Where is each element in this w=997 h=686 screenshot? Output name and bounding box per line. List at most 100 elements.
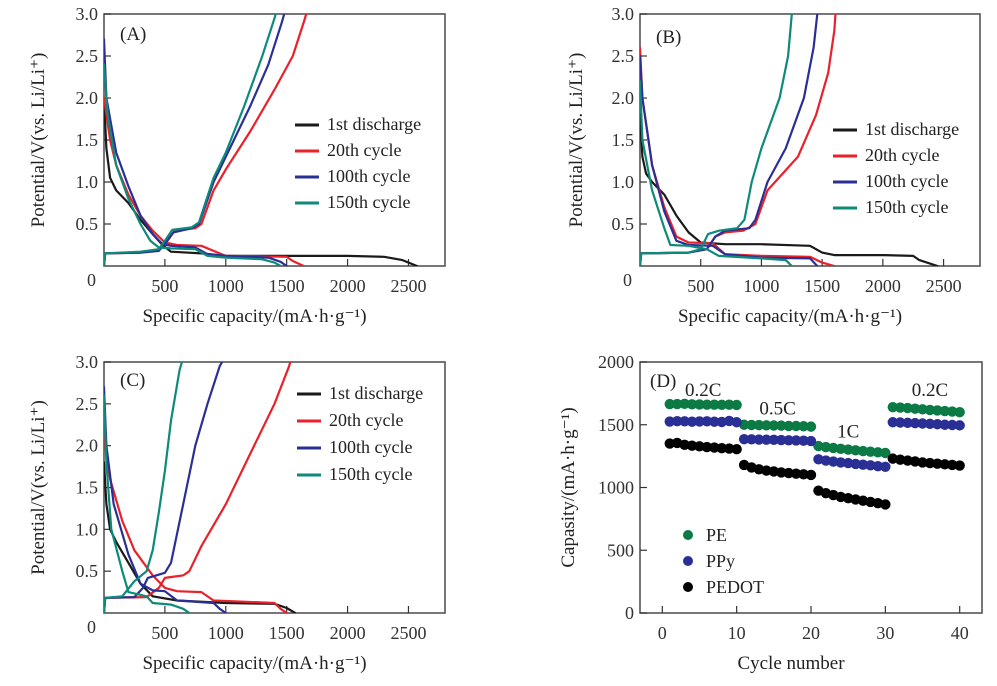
x-tick-label: 500	[151, 276, 178, 296]
y-tick-label: 3.0	[76, 352, 99, 372]
y-tick-label: 1000	[598, 478, 634, 498]
data-point-pedot	[947, 459, 958, 471]
data-point-pedot	[790, 468, 802, 479]
y-tick-label: 1.0	[76, 172, 99, 192]
plot-area	[640, 14, 939, 266]
data-point-pedot	[932, 458, 943, 469]
legend-label: PEDOT	[706, 577, 764, 597]
data-point-ppy	[887, 417, 898, 428]
x-axis-label: Cycle number	[737, 653, 845, 674]
plot-area	[104, 14, 419, 266]
data-point-pedot	[939, 459, 951, 470]
series-line-150th-cycle-charge	[640, 14, 793, 266]
legend-label: 20th cycle	[327, 140, 401, 160]
legend-label: PE	[706, 525, 727, 545]
data-point-ppy	[872, 460, 884, 472]
data-point-ppy	[909, 417, 921, 429]
data-point-ppy	[790, 435, 802, 446]
series-line-20th-cycle-discharge	[104, 96, 305, 266]
legend-marker	[683, 530, 693, 540]
data-point-ppy	[798, 435, 809, 446]
data-point-ppy	[954, 420, 965, 431]
data-point-pedot	[716, 443, 727, 454]
y-tick-label: 1.5	[612, 130, 635, 150]
series-line-100th-cycle-discharge	[104, 38, 288, 266]
series-line-20th-cycle-discharge	[640, 46, 836, 266]
data-point-pe	[902, 402, 913, 414]
x-axis-label: Specific capacity/(mA·h·g⁻¹)	[678, 306, 902, 327]
panel-label: (B)	[656, 27, 681, 48]
x-tick-label: 2500	[926, 276, 962, 296]
data-point-pe	[857, 445, 869, 457]
y-tick-label: 3.0	[76, 4, 99, 24]
data-point-ppy	[902, 417, 913, 429]
data-point-pe	[939, 405, 951, 417]
data-point-pedot	[709, 442, 720, 453]
panel-b: 0.5 1.0 1.5 2.0 2.5 3.0 0 500 1000 1500 2000 2500 Sp…	[566, 4, 981, 327]
y-tick-label: 2.0	[76, 88, 99, 108]
data-point-pe	[917, 404, 928, 415]
data-point-ppy	[783, 435, 794, 446]
x-tick-label: 1000	[208, 623, 244, 643]
data-point-pedot	[798, 469, 809, 480]
x-tick-label: 500	[151, 623, 178, 643]
y-tick-label: 2.5	[612, 46, 635, 66]
x-axis-label: Specific capacity/(mA·h·g⁻¹)	[142, 653, 366, 674]
series-line-100th-cycle-discharge	[104, 386, 227, 613]
panel-a: 0.5 1.0 1.5 2.0 2.5 3.0 0 500 1000 1500 2000 2500 Sp…	[28, 4, 446, 327]
x-tick-label: 2500	[390, 276, 426, 296]
data-point-ppy	[768, 434, 780, 446]
data-point-ppy	[709, 416, 720, 427]
data-point-pe	[909, 403, 921, 414]
data-point-pe	[924, 404, 936, 416]
series-line-150th-cycle-discharge	[640, 80, 793, 266]
legend-label: 100th cycle	[327, 166, 410, 186]
x-tick-label: 1500	[269, 623, 305, 643]
data-point-pe	[872, 447, 884, 458]
data-point-pe	[746, 419, 757, 431]
rate-annotation: 0.2C	[685, 380, 721, 401]
data-point-pedot	[924, 457, 936, 469]
data-point-pe	[783, 420, 794, 432]
x-tick-label: 1000	[208, 276, 244, 296]
data-point-ppy	[731, 417, 742, 428]
y-tick-label: 1.0	[76, 519, 99, 539]
x-tick-label: 2500	[390, 623, 426, 643]
legend-label: 150th cycle	[327, 192, 410, 212]
data-point-pe	[947, 406, 958, 417]
y-tick-label: 0.5	[612, 214, 635, 234]
legend-marker	[683, 582, 693, 592]
data-point-pe	[731, 399, 742, 411]
x-tick-label: 20	[802, 623, 820, 643]
x-tick-label: 500	[687, 276, 714, 296]
y-axis-label: Potential/V(vs. Li/Li⁺)	[28, 53, 49, 228]
data-point-ppy	[857, 459, 869, 470]
data-point-pe	[724, 399, 735, 410]
y-tick-label: 3.0	[612, 4, 635, 24]
panel-d: 0 500 1000 1500 2000 0 10 20 30 40 Cycle number Cap…	[558, 352, 983, 674]
legend-label: 100th cycle	[329, 437, 412, 457]
x-tick-label: 1500	[804, 276, 840, 296]
y-tick-label: 2.0	[76, 436, 99, 456]
x-tick-label: 2000	[865, 276, 901, 296]
y-tick-label: 500	[607, 540, 634, 560]
plot-frame	[639, 13, 981, 267]
legend-label: 1st discharge	[329, 383, 423, 403]
data-point-pe	[671, 398, 683, 410]
data-point-pe	[954, 407, 965, 418]
y-tick-label: 0.5	[76, 214, 99, 234]
data-point-pedot	[776, 467, 787, 478]
legend-label: 20th cycle	[865, 145, 939, 165]
data-point-ppy	[776, 434, 787, 446]
legend-label: 20th cycle	[329, 410, 403, 430]
data-point-ppy	[761, 434, 772, 445]
legend-label: 150th cycle	[329, 464, 412, 484]
y-axis-label: Potential/V(vs. Li/Li⁺)	[28, 400, 49, 575]
y-tick-label: 2000	[598, 352, 634, 372]
y-tick-label: 2.5	[76, 394, 99, 414]
data-point-pe	[709, 399, 720, 410]
x-tick-label: 30	[876, 623, 894, 643]
x-tick-label: 1000	[743, 276, 779, 296]
data-point-ppy	[835, 457, 846, 468]
